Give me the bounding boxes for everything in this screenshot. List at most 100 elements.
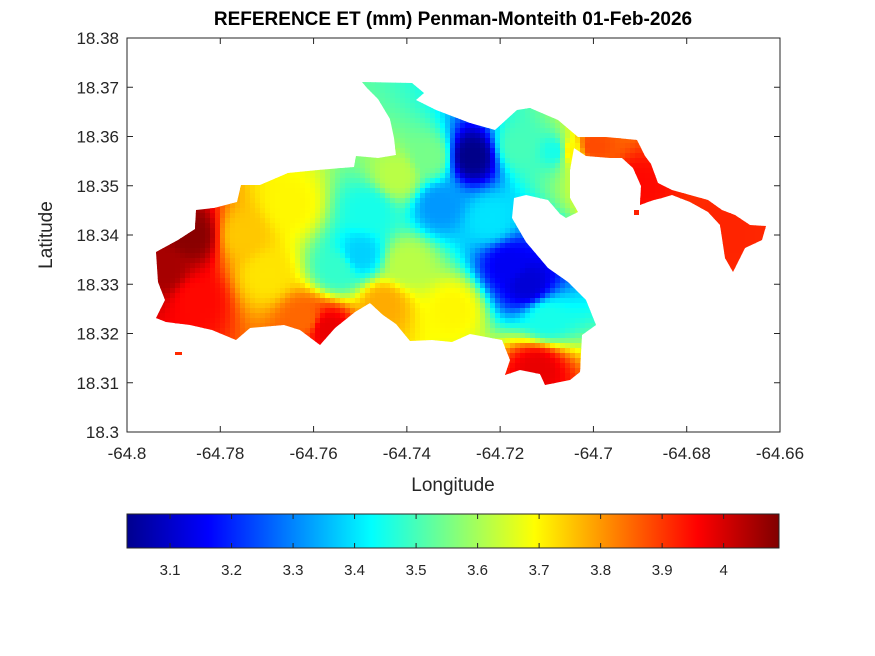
heatmap-cell — [750, 223, 756, 229]
heatmap-cell — [245, 253, 251, 259]
heatmap-cell — [335, 188, 341, 194]
heatmap-cell — [380, 103, 386, 109]
heatmap-cell — [425, 128, 431, 134]
heatmap-cell — [515, 148, 521, 154]
heatmap-cell — [355, 168, 361, 174]
heatmap-cell — [555, 153, 561, 159]
heatmap-cell — [475, 168, 481, 174]
heatmap-cell — [295, 258, 301, 264]
heatmap-cell — [645, 163, 651, 169]
heatmap-cell — [460, 148, 466, 154]
heatmap-cell — [335, 258, 341, 264]
heatmap-cell — [530, 153, 536, 159]
heatmap-cell — [425, 223, 431, 229]
heatmap-cell — [425, 263, 431, 269]
heatmap-cell — [710, 213, 716, 219]
heatmap-cell — [625, 148, 631, 154]
heatmap-cell — [245, 198, 251, 204]
heatmap-cell — [410, 173, 416, 179]
heatmap-cell — [190, 243, 196, 249]
heatmap-cell — [460, 268, 466, 274]
heatmap-cell — [305, 268, 311, 274]
heatmap-cell — [380, 248, 386, 254]
heatmap-cell — [165, 258, 171, 264]
heatmap-cell — [420, 118, 426, 124]
heatmap-cell — [260, 263, 266, 269]
heatmap-cell — [440, 273, 446, 279]
heatmap-cell — [475, 208, 481, 214]
heatmap-cell — [455, 228, 461, 234]
heatmap-cell — [255, 198, 261, 204]
heatmap-cell — [500, 143, 506, 149]
heatmap-cell — [535, 138, 541, 144]
heatmap-cell — [555, 123, 561, 129]
heatmap-cell — [460, 213, 466, 219]
heatmap-cell — [505, 138, 511, 144]
heatmap-cell — [550, 273, 556, 279]
heatmap-cell — [335, 268, 341, 274]
heatmap-cell — [385, 83, 391, 89]
heatmap-cell — [440, 158, 446, 164]
heatmap-cell — [255, 218, 261, 224]
heatmap-cell — [425, 253, 431, 259]
heatmap-cell — [495, 233, 501, 239]
heatmap-cell — [495, 173, 501, 179]
heatmap-cell — [305, 208, 311, 214]
heatmap-cell — [480, 258, 486, 264]
heatmap-cell — [375, 218, 381, 224]
heatmap-cell — [420, 173, 426, 179]
heatmap-cell — [440, 133, 446, 139]
heatmap-cell — [620, 148, 626, 154]
heatmap-cell — [165, 243, 171, 249]
heatmap-cell — [755, 233, 761, 239]
heatmap-cell — [225, 218, 231, 224]
heatmap-cell — [455, 118, 461, 124]
heatmap-cell — [385, 163, 391, 169]
heatmap-cell — [500, 228, 506, 234]
heatmap-cell — [405, 193, 411, 199]
heatmap-cell — [565, 213, 571, 219]
heatmap-cell — [220, 258, 226, 264]
heatmap-cell — [425, 173, 431, 179]
heatmap-cell — [340, 268, 346, 274]
heatmap-cell — [425, 113, 431, 119]
heatmap-cell — [365, 253, 371, 259]
heatmap-cell — [515, 113, 521, 119]
heatmap-cell — [270, 258, 276, 264]
heatmap-cell — [400, 218, 406, 224]
heatmap-cell — [185, 268, 191, 274]
heatmap-cell — [190, 248, 196, 254]
heatmap-cell — [245, 228, 251, 234]
heatmap-cell — [365, 218, 371, 224]
heatmap-cell — [415, 208, 421, 214]
heatmap-cell — [390, 213, 396, 219]
heatmap-cell — [245, 208, 251, 214]
heatmap-cell — [275, 218, 281, 224]
heatmap-cell — [490, 158, 496, 164]
heatmap-cell — [505, 118, 511, 124]
heatmap-cell — [540, 113, 546, 119]
heatmap-cell — [335, 238, 341, 244]
heatmap-cell — [565, 143, 571, 149]
heatmap-cell — [390, 233, 396, 239]
heatmap-cell — [550, 178, 556, 184]
heatmap-cell — [355, 248, 361, 254]
heatmap-cell — [340, 198, 346, 204]
heatmap-cell — [350, 198, 356, 204]
heatmap-cell — [260, 213, 266, 219]
heatmap-cell — [265, 263, 271, 269]
heatmap-cell — [435, 233, 441, 239]
heatmap-cell — [750, 228, 756, 234]
heatmap-cell — [505, 258, 511, 264]
heatmap-cell — [520, 183, 526, 189]
heatmap-cell — [600, 153, 606, 159]
heatmap-cell — [425, 123, 431, 129]
heatmap-cell — [515, 123, 521, 129]
heatmap-cell — [435, 258, 441, 264]
heatmap-cell — [380, 253, 386, 259]
heatmap-cell — [725, 243, 731, 249]
heatmap-cell — [390, 208, 396, 214]
heatmap-cell — [460, 223, 466, 229]
heatmap-cell — [510, 198, 516, 204]
heatmap-cell — [530, 273, 536, 279]
